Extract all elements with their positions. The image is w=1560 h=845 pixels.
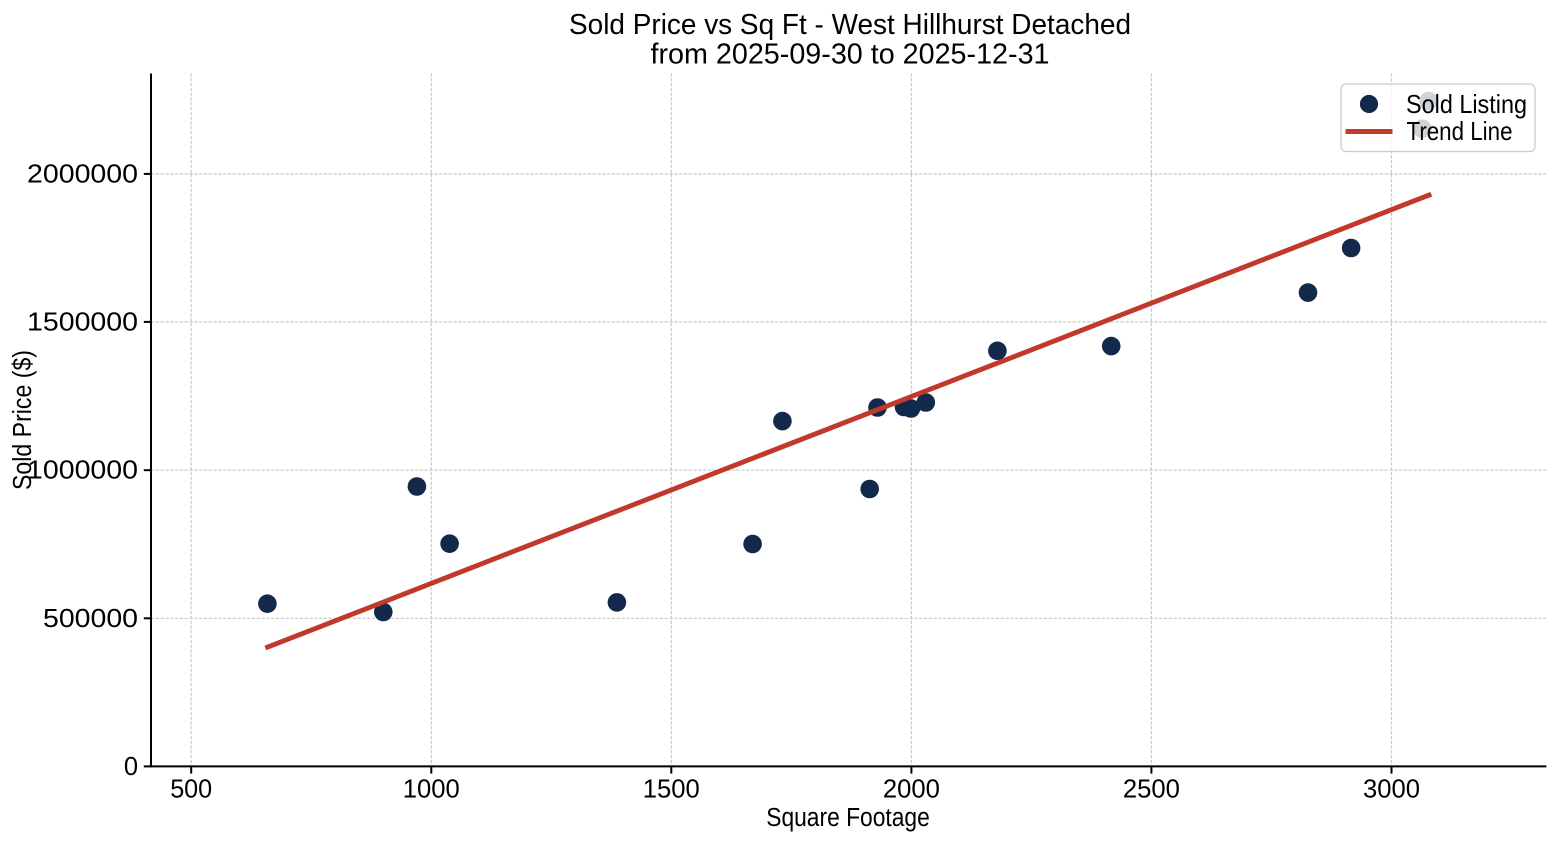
svg-text:Sold Price vs Sq Ft - West Hil: Sold Price vs Sq Ft - West Hillhurst Det… xyxy=(569,9,1131,41)
svg-text:2000: 2000 xyxy=(883,776,940,804)
svg-text:500: 500 xyxy=(170,776,212,804)
svg-text:1000: 1000 xyxy=(403,776,460,804)
svg-text:0: 0 xyxy=(124,753,138,781)
svg-text:1500: 1500 xyxy=(643,776,700,804)
svg-text:3000: 3000 xyxy=(1363,776,1420,804)
svg-text:2000000: 2000000 xyxy=(27,160,138,188)
svg-text:Sold Price ($): Sold Price ($) xyxy=(9,350,37,490)
svg-text:1500000: 1500000 xyxy=(27,308,138,336)
svg-text:Square Footage: Square Footage xyxy=(766,804,930,832)
svg-text:Sold Listing: Sold Listing xyxy=(1406,89,1527,119)
svg-text:Trend Line: Trend Line xyxy=(1407,116,1513,146)
svg-text:from 2025-09-30 to 2025-12-31: from 2025-09-30 to 2025-12-31 xyxy=(651,39,1050,71)
svg-text:2500: 2500 xyxy=(1123,776,1180,804)
svg-text:500000: 500000 xyxy=(43,605,138,633)
svg-text:1000000: 1000000 xyxy=(27,457,138,485)
